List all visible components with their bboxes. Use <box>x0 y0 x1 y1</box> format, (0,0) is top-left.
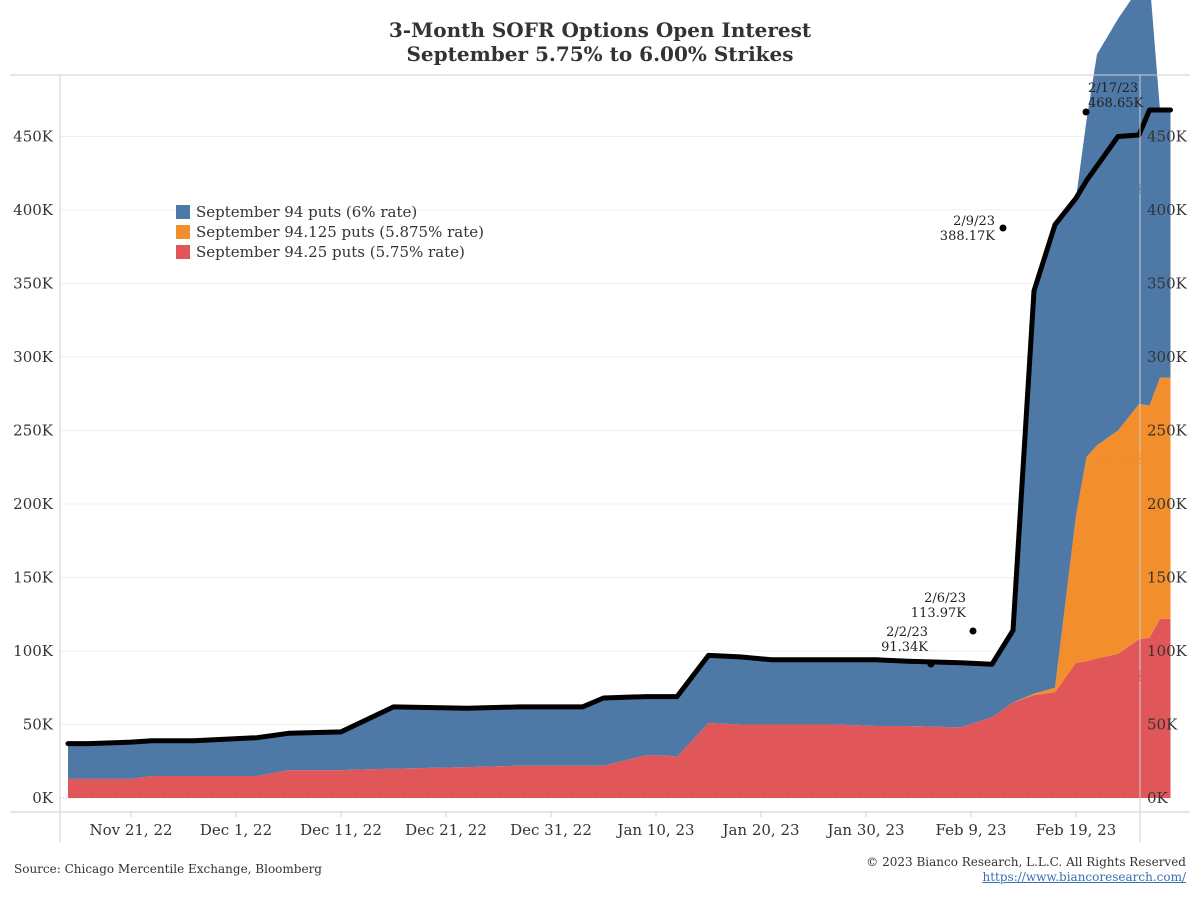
source-note: Source: Chicago Mercentile Exchange, Blo… <box>14 862 322 876</box>
annotation-value: 113.97K <box>911 606 966 621</box>
grid-layer <box>60 136 1140 799</box>
annotation-marker <box>999 224 1007 232</box>
annotation-date: 2/9/23 <box>953 214 995 229</box>
area-series <box>68 618 1171 798</box>
y-tick-label-right: 200K <box>1147 495 1188 513</box>
y-tick-label-left: 350K <box>13 275 54 293</box>
x-tick-label: Jan 30, 23 <box>825 821 904 839</box>
series-end-label: 164.33K <box>1091 453 1146 468</box>
y-tick-label-right: 50K <box>1147 716 1178 734</box>
y-tick-label-left: 450K <box>13 128 54 146</box>
y-tick-label-right: 0K <box>1147 789 1169 807</box>
legend-item: September 94.25 puts (5.75% rate) <box>176 242 484 262</box>
legend-swatch <box>176 225 190 239</box>
annotation-date: 2/2/23 <box>886 625 928 640</box>
y-tick-label-right: 150K <box>1147 569 1188 587</box>
y-tick-label-left: 50K <box>23 716 54 734</box>
legend-label: September 94.25 puts (5.75% rate) <box>196 243 465 261</box>
y-tick-label-left: 0K <box>32 789 54 807</box>
x-tick-label: Jan 20, 23 <box>720 821 799 839</box>
annotation-date: 2/17/23 <box>1088 81 1138 96</box>
y-tick-label-left: 250K <box>13 422 54 440</box>
series-end-label: 122.06K <box>1091 670 1146 685</box>
x-tick-label: Dec 21, 22 <box>405 821 487 839</box>
legend-swatch <box>176 205 190 219</box>
y-tick-label-right: 100K <box>1147 642 1188 660</box>
x-tick-label: Dec 11, 22 <box>300 821 382 839</box>
x-tick-label: Feb 19, 23 <box>1036 821 1117 839</box>
y-tick-label-left: 300K <box>13 348 54 366</box>
y-tick-label-left: 400K <box>13 201 54 219</box>
y-tick-label-right: 250K <box>1147 422 1188 440</box>
y-tick-label-left: 200K <box>13 495 54 513</box>
y-tick-label-left: 150K <box>13 569 54 587</box>
chart-title: 3-Month SOFR Options Open Interest <box>388 18 812 42</box>
x-tick-label: Feb 9, 23 <box>935 821 1006 839</box>
x-tick-label: Dec 31, 22 <box>510 821 592 839</box>
annotation-value: 388.17K <box>940 229 995 244</box>
annotation-marker <box>1082 108 1090 116</box>
total-line-layer <box>65 107 1173 747</box>
y-tick-label-left: 100K <box>13 642 54 660</box>
chart-subtitle: September 5.75% to 6.00% Strikes <box>406 42 794 66</box>
x-tick-label: Nov 21, 22 <box>89 821 172 839</box>
legend: September 94 puts (6% rate) September 94… <box>176 202 484 262</box>
x-tick-label: Dec 1, 22 <box>200 821 272 839</box>
series-end-label: 182.27K <box>1091 183 1146 198</box>
copyright-text: © 2023 Bianco Research, L.L.C. All Right… <box>866 855 1186 869</box>
annotation-date: 2/6/23 <box>924 591 966 606</box>
axes-layer: 0K 0K 50K 50K 100K 100K 150K 150K 200K 200K 250K 25… <box>10 74 1190 842</box>
annotation-value: 91.34K <box>881 640 928 655</box>
website-link[interactable]: https://www.biancoresearch.com/ <box>982 870 1186 884</box>
area-layer <box>68 0 1171 798</box>
y-tick-label-right: 300K <box>1147 348 1188 366</box>
footer-credits: © 2023 Bianco Research, L.L.C. All Right… <box>866 855 1186 885</box>
x-tick-label: Jan 10, 23 <box>615 821 694 839</box>
legend-item: September 94 puts (6% rate) <box>176 202 484 222</box>
legend-item: September 94.125 puts (5.875% rate) <box>176 222 484 242</box>
legend-swatch <box>176 245 190 259</box>
total-line <box>65 107 1173 747</box>
annotation-marker <box>969 627 977 635</box>
y-tick-label-right: 450K <box>1147 128 1188 146</box>
y-tick-label-right: 400K <box>1147 201 1188 219</box>
annotation-marker <box>927 660 935 668</box>
y-tick-label-right: 350K <box>1147 275 1188 293</box>
annotation-value: 468.65K <box>1088 96 1143 111</box>
legend-label: September 94 puts (6% rate) <box>196 203 418 221</box>
legend-label: September 94.125 puts (5.875% rate) <box>196 223 484 241</box>
area-series <box>68 0 1171 779</box>
